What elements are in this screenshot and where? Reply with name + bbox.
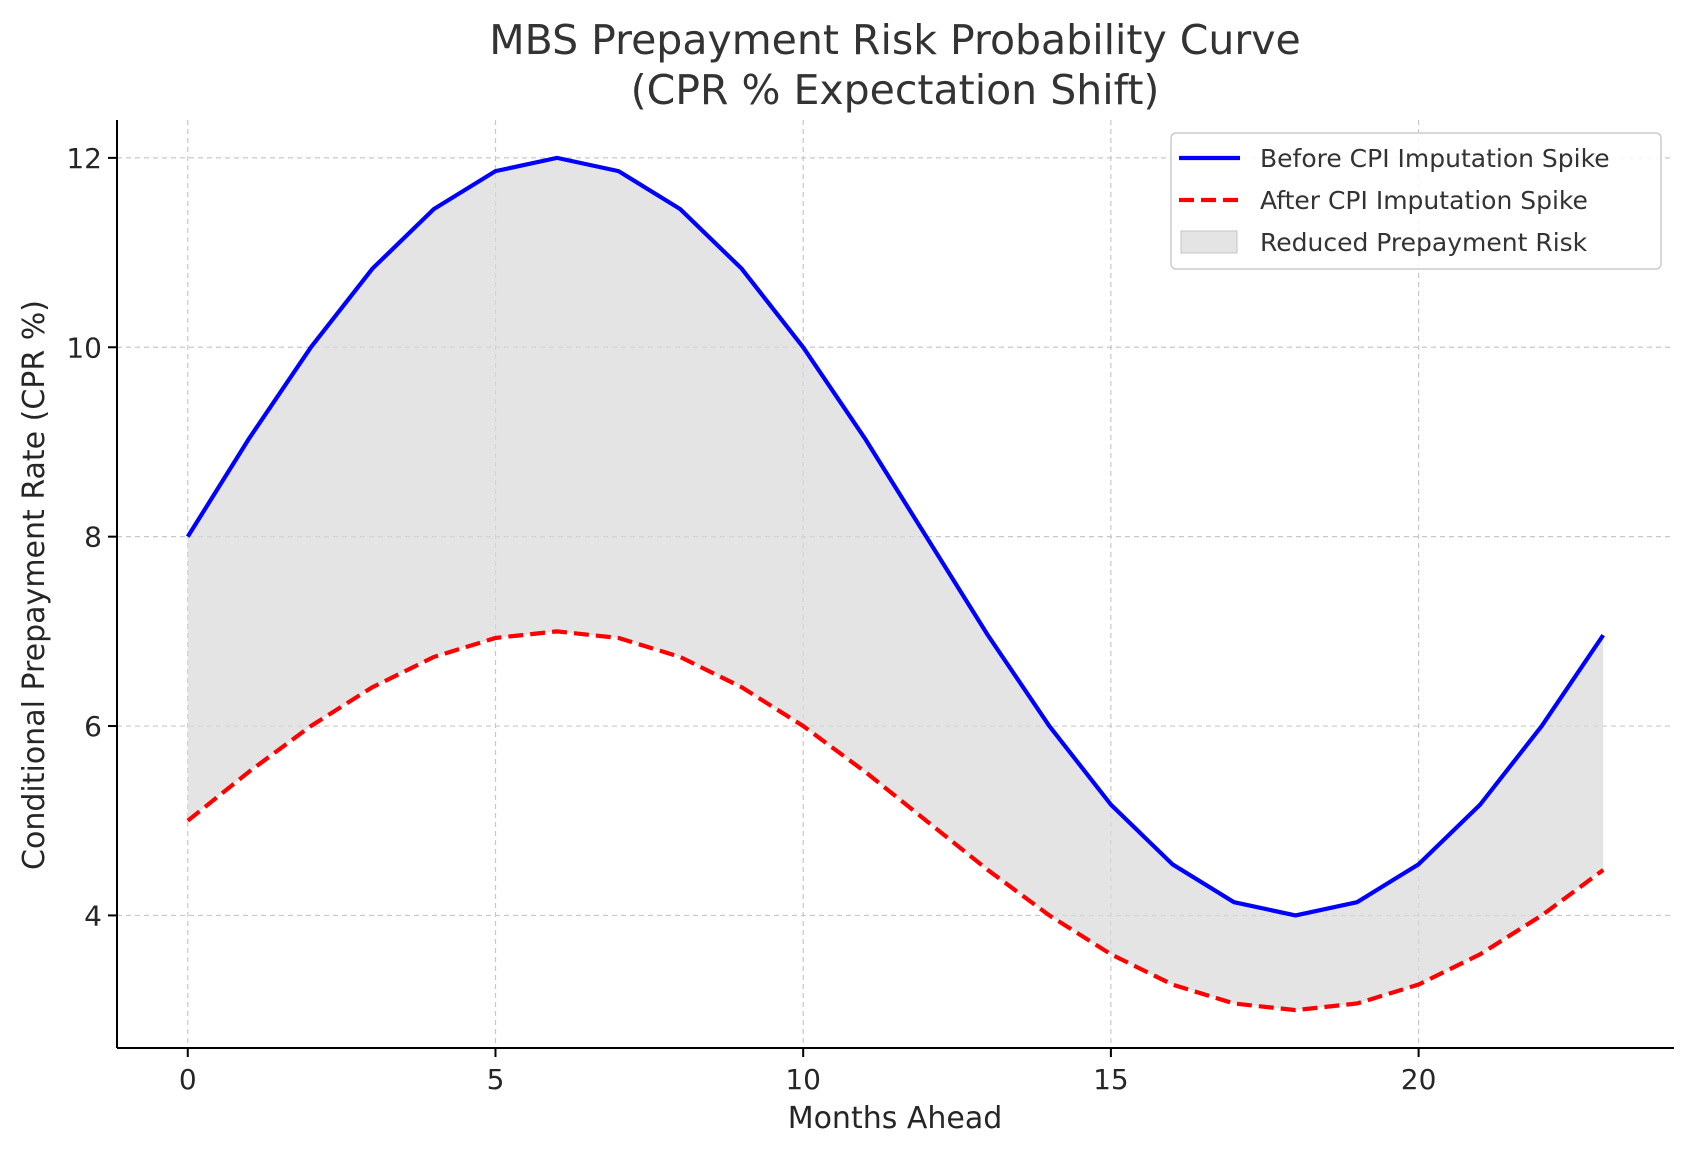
legend-box	[1170, 132, 1662, 270]
x-tick-label: 5	[487, 1063, 505, 1096]
y-tick-label: 8	[84, 521, 102, 554]
y-tick-label: 4	[84, 899, 102, 932]
series-line-after	[186, 629, 1605, 1013]
x-axis-label: Months Ahead	[788, 1101, 1003, 1136]
y-tick-label: 12	[66, 142, 102, 175]
y-axis-label: Conditional Prepayment Rate (CPR %)	[17, 300, 52, 870]
legend-label-fill: Reduced Prepayment Risk	[1260, 228, 1588, 257]
x-tick-label: 20	[1401, 1063, 1437, 1096]
x-tick-label: 10	[785, 1063, 821, 1096]
chart-title-line-2: (CPR % Expectation Shift)	[631, 66, 1160, 114]
reduced-risk-fill-area	[187, 157, 1604, 1011]
series-line-before	[185, 155, 1605, 918]
legend: Before CPI Imputation Spike After CPI Im…	[1170, 132, 1662, 270]
legend-label-after: After CPI Imputation Spike	[1260, 186, 1588, 215]
y-tick-label: 10	[66, 331, 102, 364]
chart-title-line-1: MBS Prepayment Risk Probability Curve	[489, 16, 1300, 64]
axis-ticks: 0 5 10 15 20 4 6 8 10 12	[66, 142, 1436, 1096]
legend-label-before: Before CPI Imputation Spike	[1260, 144, 1610, 173]
legend-swatch-fill	[1180, 230, 1238, 254]
y-tick-label: 6	[84, 710, 102, 743]
x-tick-label: 15	[1093, 1063, 1129, 1096]
x-tick-label: 0	[179, 1063, 197, 1096]
